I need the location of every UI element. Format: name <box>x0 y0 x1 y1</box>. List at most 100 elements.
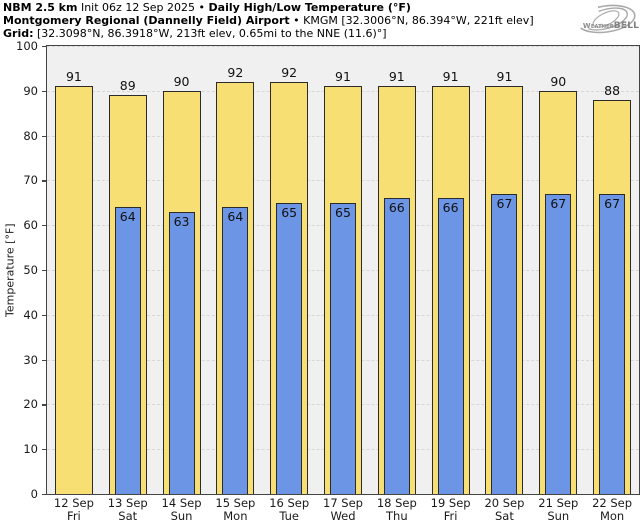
x-tick-label: 22 Sep Mon <box>585 497 639 523</box>
y-tick-mark <box>42 270 46 272</box>
grid-label: Grid: <box>3 27 34 40</box>
plot-area: 91 89 64 90 63 92 64 92 65 91 65 91 66 91 66 91 67 90 67 88… <box>46 45 640 495</box>
station-name: Montgomery Regional (Dannelly Field) Air… <box>3 14 290 27</box>
x-tick-date: 20 Sep <box>484 496 525 510</box>
y-tick-mark <box>42 135 46 137</box>
x-tick-date: 21 Sep <box>538 496 579 510</box>
x-tick-date: 16 Sep <box>269 496 310 510</box>
low-bar <box>168 211 195 494</box>
x-tick-day: Fri <box>67 509 81 523</box>
x-tick-date: 12 Sep <box>53 496 94 510</box>
product-title: Daily High/Low Temperature (°F) <box>208 1 411 14</box>
y-tick-label: 20 <box>23 397 38 412</box>
x-tick-date: 19 Sep <box>430 496 471 510</box>
y-tick-mark <box>42 404 46 406</box>
title-line-grid: Grid: [32.3098°N, 86.3918°W, 213ft elev,… <box>3 27 534 40</box>
low-bar <box>599 193 626 494</box>
model-name: NBM 2.5 km <box>3 1 78 14</box>
y-tick-label: 40 <box>23 307 38 322</box>
high-value-label: 88 <box>604 82 621 98</box>
y-tick-label: 0 <box>30 487 38 501</box>
y-tick-label: 30 <box>23 352 38 367</box>
x-tick-date: 17 Sep <box>323 496 363 510</box>
logo-bell-text: BELL <box>613 21 640 31</box>
x-tick-date: 15 Sep <box>215 496 256 510</box>
low-bar <box>276 202 303 494</box>
x-tick-label: 21 Sep Sun <box>531 497 585 523</box>
low-bar <box>222 207 249 494</box>
high-value-label: 92 <box>281 64 298 80</box>
title-line-model: NBM 2.5 km Init 06z 12 Sep 2025 • Daily … <box>3 1 534 14</box>
low-value-label: 63 <box>173 213 190 229</box>
y-tick-label: 90 <box>23 83 38 98</box>
high-value-label: 91 <box>442 69 459 85</box>
high-value-label: 91 <box>496 69 513 85</box>
x-tick-day: Sun <box>170 509 193 523</box>
y-tick-label: 70 <box>23 173 38 188</box>
high-bar <box>54 86 93 494</box>
y-tick-mark <box>42 449 46 451</box>
x-tick-date: 22 Sep <box>592 496 633 510</box>
x-tick-label: 20 Sep Sat <box>478 497 532 523</box>
x-tick-day: Mon <box>223 509 248 523</box>
y-tick-mark <box>42 225 46 227</box>
high-value-label: 90 <box>173 73 190 89</box>
low-bar <box>330 202 356 494</box>
low-value-label: 65 <box>281 204 298 220</box>
high-value-label: 90 <box>550 73 567 89</box>
low-value-label: 66 <box>388 200 405 216</box>
x-tick-day: Sat <box>118 509 138 523</box>
x-tick-label: 12 Sep Fri <box>47 497 101 523</box>
x-tick-day: Tue <box>279 509 299 523</box>
x-axis: 12 Sep Fri 13 Sep Sat 14 Sep Sun 15 Sep Mon 16 S… <box>47 497 639 523</box>
low-value-label: 64 <box>227 209 244 225</box>
y-tick-mark <box>42 359 46 361</box>
x-tick-day: Fri <box>443 509 458 523</box>
station-meta: • KMGM [32.3006°N, 86.394°W, 221ft elev] <box>293 14 534 27</box>
y-tick-mark <box>42 314 46 316</box>
low-value-label: 67 <box>496 195 513 211</box>
logo-subtext: Analytics LLC <box>600 23 627 28</box>
x-tick-label: 16 Sep Tue <box>262 497 316 523</box>
y-tick-mark <box>42 45 46 48</box>
logo-weather-text: Weather <box>582 22 614 30</box>
low-bar <box>383 198 410 494</box>
logo-wordmark: WeatherBELL <box>582 13 640 32</box>
y-tick-mark <box>42 494 46 496</box>
x-tick-day: Sat <box>495 509 514 523</box>
grid-meta: [32.3098°N, 86.3918°W, 213ft elev, 0.65m… <box>37 27 387 40</box>
low-bar <box>114 207 141 494</box>
y-tick-label: 50 <box>23 263 38 277</box>
x-tick-label: 14 Sep Sun <box>155 497 209 523</box>
y-tick-label: 10 <box>23 442 38 457</box>
high-value-label: 91 <box>388 69 405 85</box>
x-tick-label: 17 Sep Wed <box>316 497 370 523</box>
high-value-label: 91 <box>335 69 351 85</box>
x-tick-day: Sun <box>547 509 570 523</box>
y-tick-label: 100 <box>16 39 38 53</box>
y-tick-mark <box>42 180 46 182</box>
gridline-100 <box>47 46 639 47</box>
low-value-label: 65 <box>335 204 351 220</box>
x-tick-label: 13 Sep Sat <box>101 497 155 523</box>
init-time: Init 06z 12 Sep 2025 • <box>80 1 206 14</box>
x-tick-label: 15 Sep Mon <box>208 497 262 523</box>
y-axis: 0 10 20 30 40 50 60 70 80 90 100 <box>0 39 46 501</box>
x-tick-date: 14 Sep <box>161 496 202 510</box>
y-tick-label: 60 <box>23 218 38 233</box>
x-tick-date: 18 Sep <box>376 496 417 510</box>
high-value-label: 89 <box>119 78 136 94</box>
x-tick-label: 18 Sep Thu <box>370 497 424 523</box>
y-tick-label: 80 <box>23 128 38 143</box>
x-tick-day: Thu <box>386 509 408 523</box>
chart-header: NBM 2.5 km Init 06z 12 Sep 2025 • Daily … <box>3 1 534 40</box>
x-tick-label: 19 Sep Fri <box>424 497 478 523</box>
high-value-label: 92 <box>227 64 244 80</box>
x-tick-date: 13 Sep <box>107 496 148 510</box>
weatherbell-logo: WeatherBELL Analytics LLC <box>574 2 640 38</box>
high-value-label: 91 <box>65 69 82 85</box>
low-bar <box>437 198 464 494</box>
low-bar <box>491 193 518 494</box>
low-value-label: 67 <box>604 195 621 211</box>
